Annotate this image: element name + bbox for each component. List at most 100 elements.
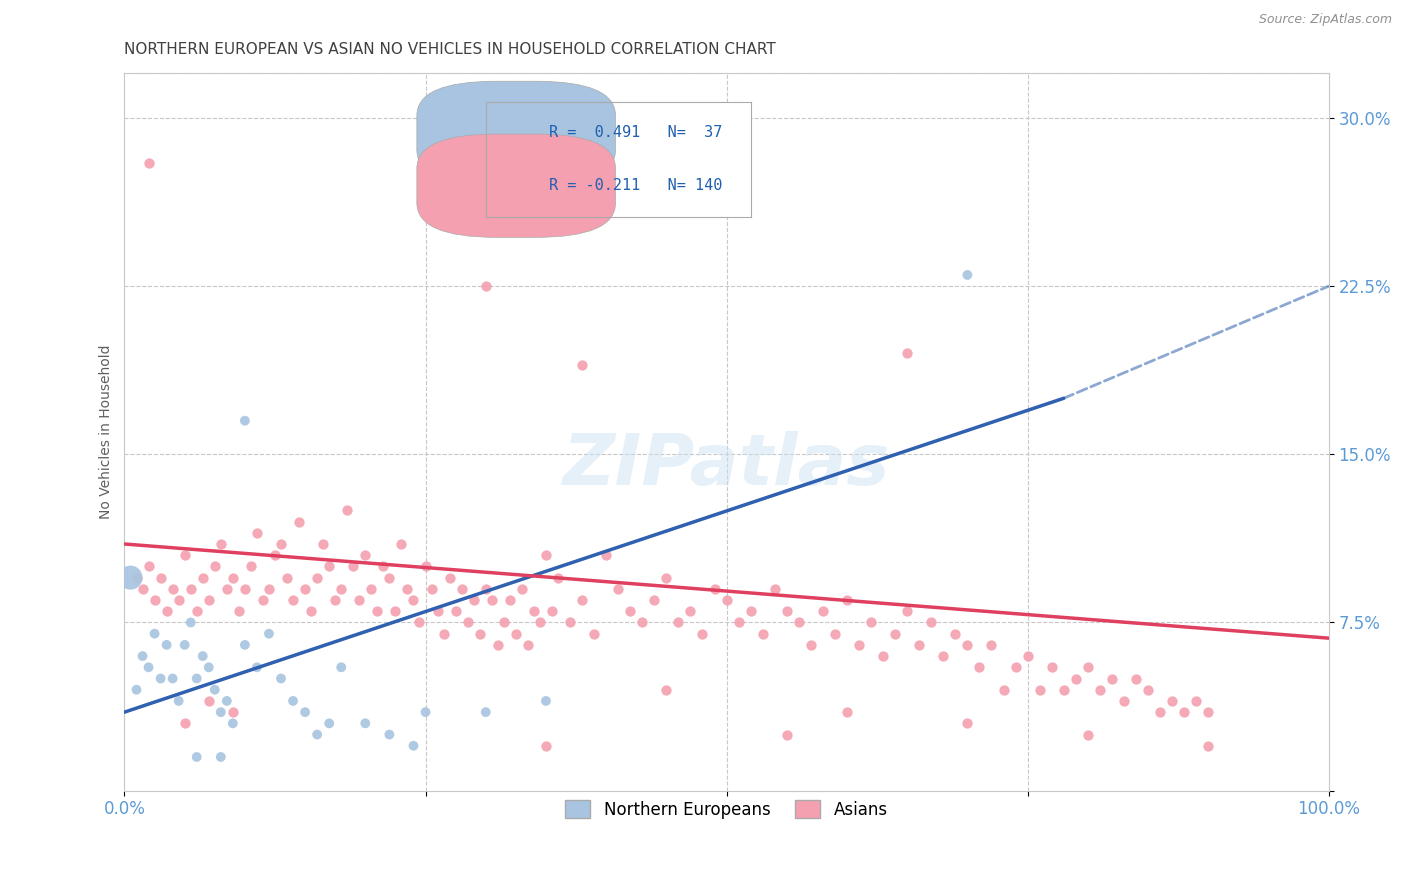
- Point: [294, 582, 316, 596]
- Point: [505, 626, 527, 640]
- Point: [222, 571, 245, 585]
- Point: [288, 515, 311, 529]
- Point: [378, 727, 401, 741]
- Point: [420, 582, 443, 596]
- Point: [360, 582, 382, 596]
- Point: [1173, 705, 1195, 719]
- Point: [156, 638, 179, 652]
- Point: [131, 649, 153, 664]
- Point: [1149, 705, 1171, 719]
- Point: [457, 615, 479, 630]
- Point: [186, 750, 208, 764]
- Point: [162, 582, 184, 596]
- Point: [595, 548, 617, 562]
- Point: [281, 694, 304, 708]
- Point: [191, 571, 214, 585]
- Point: [571, 358, 593, 372]
- Point: [450, 582, 472, 596]
- Point: [330, 660, 353, 674]
- Point: [943, 626, 966, 640]
- Text: ZIPatlas: ZIPatlas: [562, 431, 890, 500]
- Point: [716, 593, 738, 607]
- Point: [354, 716, 377, 731]
- Point: [439, 571, 461, 585]
- Point: [415, 705, 437, 719]
- Point: [541, 604, 564, 618]
- Point: [1004, 660, 1026, 674]
- Point: [233, 582, 256, 596]
- Point: [655, 682, 678, 697]
- Point: [499, 593, 522, 607]
- Point: [378, 571, 401, 585]
- Point: [1161, 694, 1184, 708]
- Point: [342, 559, 364, 574]
- Point: [125, 682, 148, 697]
- Point: [751, 626, 773, 640]
- Point: [354, 548, 377, 562]
- Point: [776, 727, 799, 741]
- Point: [956, 716, 979, 731]
- Point: [299, 604, 322, 618]
- Point: [896, 346, 918, 360]
- Point: [143, 626, 166, 640]
- Point: [197, 694, 219, 708]
- Point: [811, 604, 834, 618]
- Point: [415, 559, 437, 574]
- Y-axis label: No Vehicles in Household: No Vehicles in Household: [100, 344, 114, 519]
- Point: [318, 716, 340, 731]
- Point: [209, 750, 232, 764]
- Point: [1077, 727, 1099, 741]
- Point: [294, 705, 316, 719]
- Point: [239, 559, 262, 574]
- Point: [402, 593, 425, 607]
- Point: [312, 537, 335, 551]
- Point: [180, 615, 202, 630]
- Point: [186, 604, 208, 618]
- Point: [186, 672, 208, 686]
- Point: [835, 705, 858, 719]
- Point: [307, 727, 329, 741]
- Point: [474, 582, 496, 596]
- Point: [1017, 649, 1039, 664]
- Point: [1185, 694, 1208, 708]
- Point: [824, 626, 846, 640]
- Point: [1125, 672, 1147, 686]
- Point: [222, 716, 245, 731]
- Text: NORTHERN EUROPEAN VS ASIAN NO VEHICLES IN HOUSEHOLD CORRELATION CHART: NORTHERN EUROPEAN VS ASIAN NO VEHICLES I…: [125, 42, 776, 57]
- Point: [197, 660, 219, 674]
- Point: [125, 571, 148, 585]
- Point: [740, 604, 762, 618]
- Point: [607, 582, 630, 596]
- Point: [872, 649, 894, 664]
- Point: [391, 537, 413, 551]
- Point: [932, 649, 955, 664]
- Point: [307, 571, 329, 585]
- Point: [233, 414, 256, 428]
- Point: [336, 503, 359, 517]
- Point: [980, 638, 1002, 652]
- Point: [523, 604, 546, 618]
- Point: [138, 660, 160, 674]
- Point: [264, 548, 287, 562]
- Point: [349, 593, 371, 607]
- Point: [993, 682, 1015, 697]
- Point: [432, 626, 454, 640]
- Point: [426, 604, 449, 618]
- Point: [631, 615, 654, 630]
- Point: [138, 156, 160, 170]
- Point: [703, 582, 725, 596]
- Point: [547, 571, 569, 585]
- Point: [270, 672, 292, 686]
- Point: [180, 582, 202, 596]
- Point: [666, 615, 689, 630]
- Point: [486, 638, 509, 652]
- Point: [233, 638, 256, 652]
- Point: [426, 189, 449, 203]
- Point: [246, 525, 269, 540]
- Point: [191, 649, 214, 664]
- Point: [787, 615, 810, 630]
- Point: [173, 716, 195, 731]
- Point: [474, 279, 496, 293]
- Point: [318, 559, 340, 574]
- Point: [138, 559, 160, 574]
